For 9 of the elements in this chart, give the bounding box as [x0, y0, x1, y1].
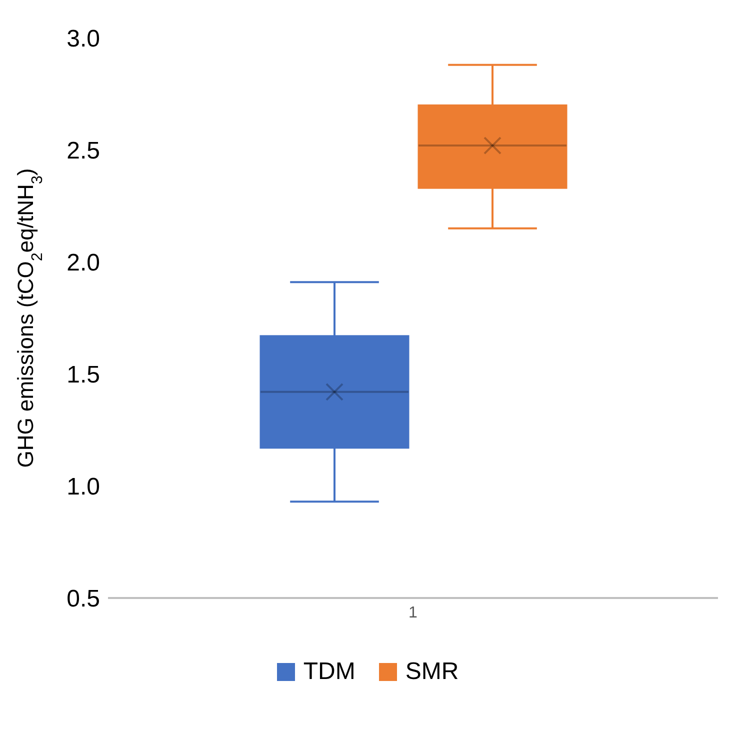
y-tick-label: 3.0 [66, 26, 100, 53]
y-tick-label: 2.5 [66, 138, 100, 165]
y-tick-label: 0.5 [66, 586, 100, 613]
y-tick-label: 1.5 [66, 362, 100, 389]
x-tick-label: 1 [408, 604, 418, 622]
legend-label: SMR [405, 658, 459, 686]
legend-label: TDM [303, 658, 356, 686]
y-tick-label: 1.0 [66, 474, 100, 501]
y-tick-label: 2.0 [66, 250, 100, 277]
